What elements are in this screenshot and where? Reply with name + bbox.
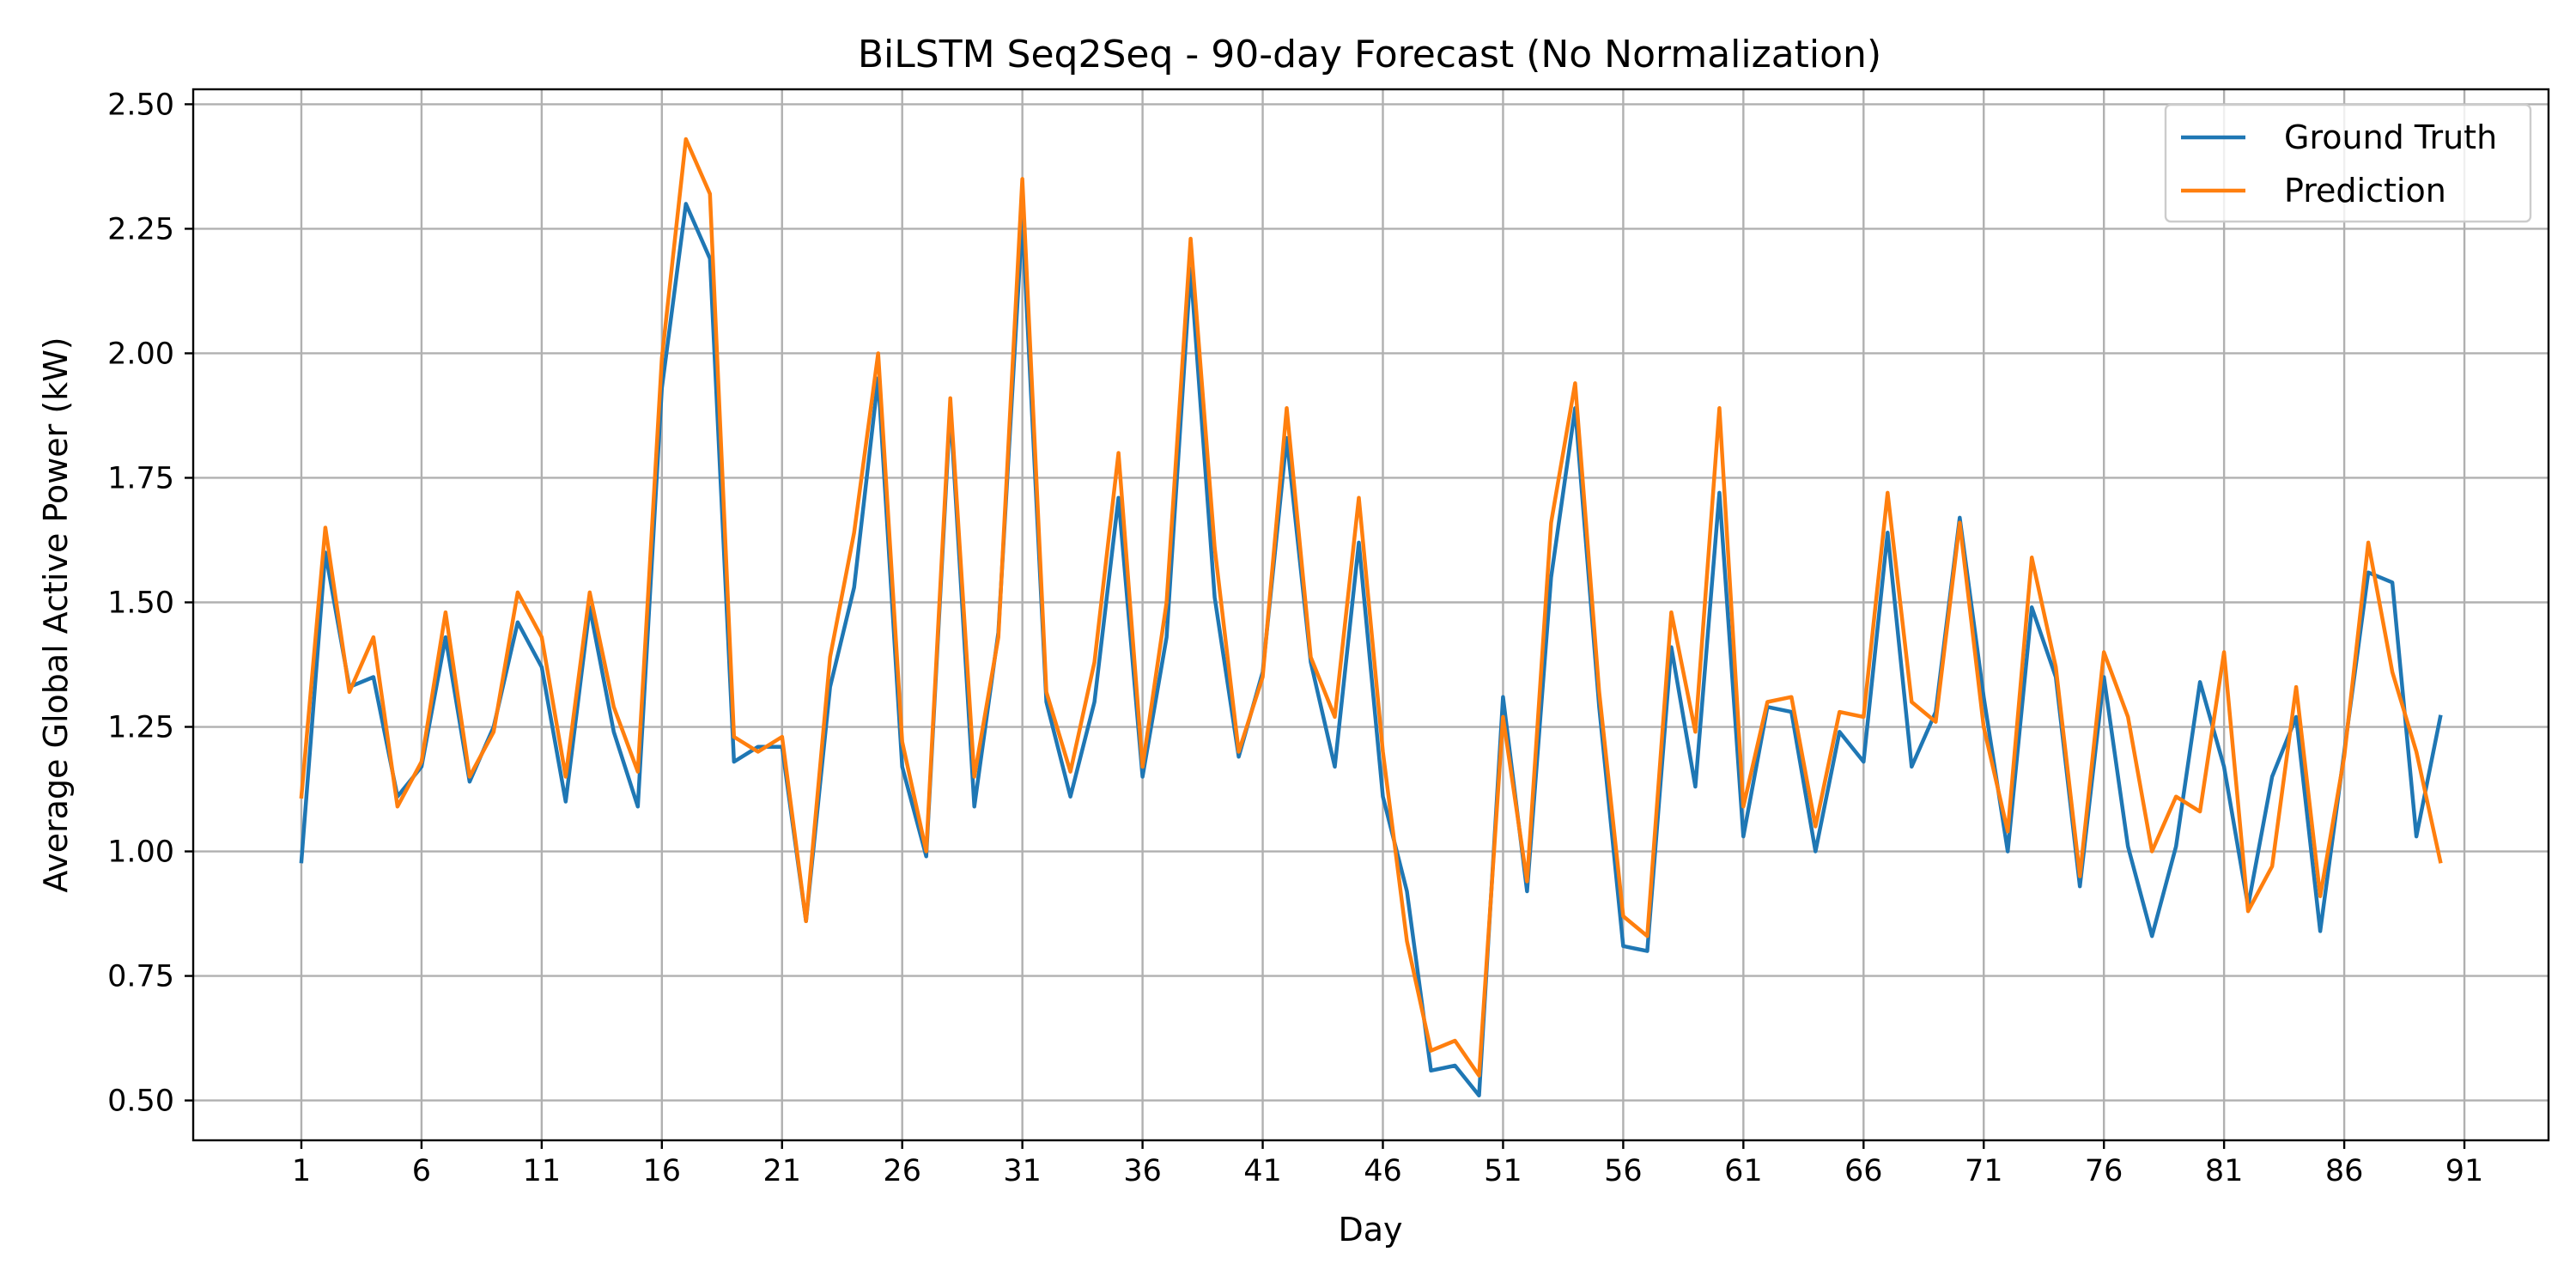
x-tick-label: 1 bbox=[292, 1154, 311, 1188]
y-tick-label: 0.75 bbox=[107, 960, 174, 994]
legend-label: Prediction bbox=[2284, 172, 2446, 210]
x-tick-label: 86 bbox=[2325, 1154, 2364, 1188]
x-tick-label: 61 bbox=[1724, 1154, 1763, 1188]
legend-box bbox=[2164, 103, 2532, 223]
x-tick-label: 46 bbox=[1364, 1154, 1402, 1188]
y-axis-label: Average Global Active Power (kW) bbox=[37, 337, 75, 892]
x-tick-label: 71 bbox=[1965, 1154, 2003, 1188]
series-line-prediction bbox=[299, 137, 2443, 1078]
y-tick-label: 2.00 bbox=[107, 337, 174, 371]
x-tick-label: 41 bbox=[1243, 1154, 1282, 1188]
series-lines bbox=[299, 137, 2443, 1098]
y-tick-label: 0.50 bbox=[107, 1084, 174, 1119]
y-tick-label: 2.25 bbox=[107, 212, 174, 246]
x-tick-label: 56 bbox=[1604, 1154, 1643, 1188]
x-tick-label: 66 bbox=[1844, 1154, 1883, 1188]
x-tick-label: 31 bbox=[1003, 1154, 1042, 1188]
plot-area-frame bbox=[191, 88, 2550, 1142]
grid bbox=[193, 89, 2549, 1140]
legend: Ground Truth Prediction bbox=[2164, 103, 2532, 223]
y-axis: 0.50 0.75 1.00 1.25 1.50 1.75 2.00 2.25 2.50 bbox=[107, 88, 193, 1119]
x-tick-label: 76 bbox=[2085, 1154, 2123, 1188]
x-axis: 1 6 11 16 21 26 31 36 41 46 51 56 61 66 71 76 81 86 91 bbox=[292, 1140, 2483, 1188]
y-tick-label: 2.50 bbox=[107, 88, 174, 122]
x-tick-label: 6 bbox=[412, 1154, 431, 1188]
x-tick-label: 91 bbox=[2445, 1154, 2484, 1188]
x-tick-label: 81 bbox=[2205, 1154, 2244, 1188]
x-tick-label: 16 bbox=[643, 1154, 682, 1188]
y-tick-label: 1.00 bbox=[107, 835, 174, 870]
y-tick-label: 1.75 bbox=[107, 461, 174, 495]
x-tick-label: 21 bbox=[762, 1154, 801, 1188]
x-tick-label: 26 bbox=[883, 1154, 921, 1188]
chart-title: BiLSTM Seq2Seq - 90-day Forecast (No Nor… bbox=[858, 33, 1881, 76]
y-tick-label: 1.50 bbox=[107, 586, 174, 620]
x-axis-label: Day bbox=[1338, 1211, 1402, 1249]
x-tick-label: 51 bbox=[1484, 1154, 1522, 1188]
x-tick-label: 36 bbox=[1123, 1154, 1162, 1188]
y-tick-label: 1.25 bbox=[107, 711, 174, 745]
x-tick-label: 11 bbox=[523, 1154, 562, 1188]
legend-label: Ground Truth bbox=[2284, 118, 2497, 156]
